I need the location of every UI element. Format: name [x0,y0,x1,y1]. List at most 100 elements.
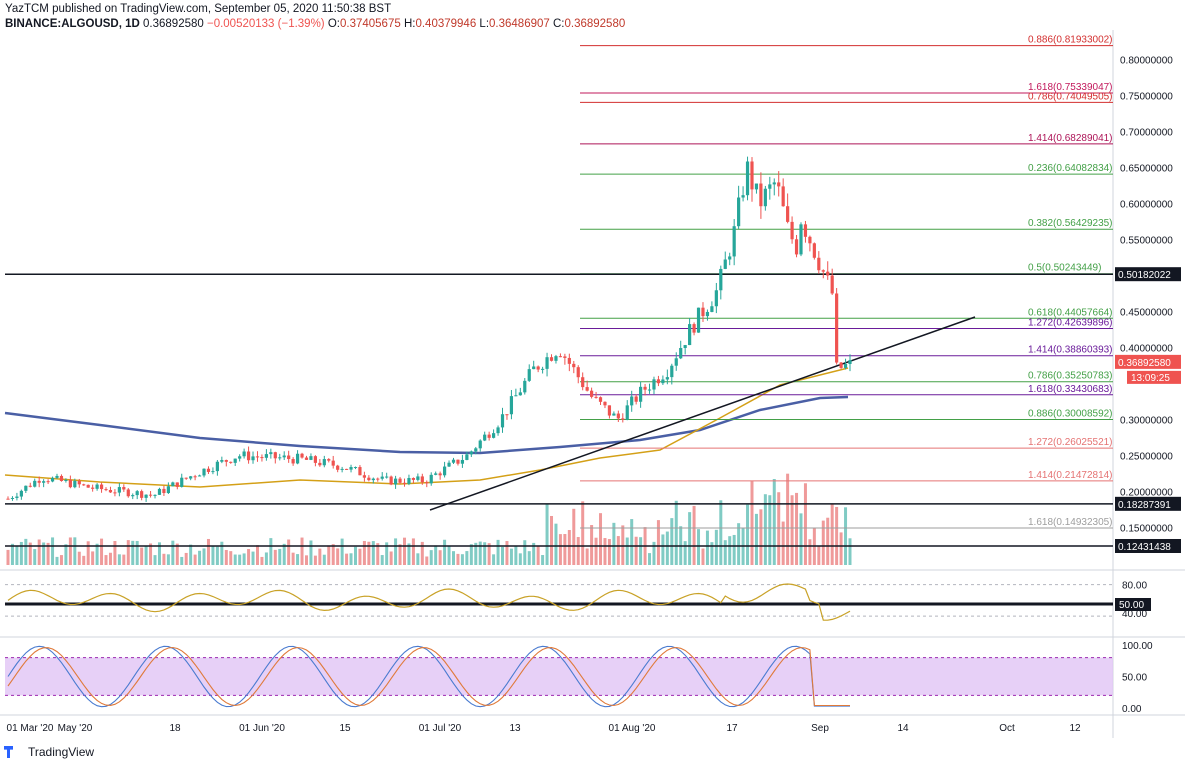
fib-level-label: 0.382(0.56429235) [1028,218,1113,229]
volume-bar [220,541,224,565]
last-price: 0.36892580 [143,18,204,30]
volume-bar [353,546,357,565]
volume-bar [407,543,411,565]
volume-bar [607,539,611,565]
volume-bar [68,537,72,565]
candle-body [447,462,451,467]
level-price-label: 0.12431438 [1118,542,1171,553]
fib-level-label: 1.618(0.33430683) [1028,384,1113,395]
candle-body [487,434,491,438]
volume-bar [51,537,55,565]
candle-body [634,396,638,402]
candle-body [353,467,358,469]
ma-long-line [4,395,849,455]
candle-body [304,457,309,460]
candle-body [532,366,536,370]
volume-bar [527,551,531,565]
volume-bar [77,551,81,565]
footer-brand: TradingView [28,745,95,759]
volume-bar [541,555,545,565]
fib-level-label: 1.618(0.14932305) [1028,517,1113,528]
volume-bar [786,473,790,565]
candle-body [723,259,727,269]
volume-bar [278,548,282,565]
volume-bar [331,544,335,565]
candle-body [336,465,340,470]
candle-body [189,476,193,479]
volume-bar [438,550,442,565]
rsi-mid-label: 50.00 [1119,600,1144,611]
volume-bar [817,546,821,565]
volume-bar [777,492,781,565]
price-tick-label: 0.75000000 [1120,92,1173,103]
volume-bar [518,553,522,565]
tradingview-logo-icon [4,746,13,758]
candle-body [754,183,759,190]
volume-bar [634,536,638,565]
volume-bar [55,556,59,565]
volume-bar [175,543,179,565]
volume-bar [117,554,121,565]
volume-bar [336,548,340,565]
volume-bar [389,551,393,565]
volume-bar [260,556,264,565]
volume-bar [599,513,603,565]
volume-bar [460,554,464,565]
candle-body [220,460,224,462]
stoch-tick-label: 100.00 [1122,641,1153,652]
volume-bar [830,504,834,565]
candle-body [781,186,785,207]
candle-body [523,380,527,393]
candle-body [665,377,669,380]
candle-body [33,480,37,487]
fib-levels [580,45,1113,529]
rsi-tick-label: 80.00 [1122,581,1147,592]
candle-body [527,369,531,381]
candle-body [843,364,848,368]
volume-bar [420,541,424,565]
volume-bar [304,555,308,565]
volume-bar [603,538,607,565]
date-tick-label: 17 [726,723,738,734]
candle-body [741,195,745,198]
volume-bar [300,537,304,565]
candle-body [264,454,268,458]
volume-bar [719,500,723,565]
candle-body [349,467,353,470]
current-price-label: 0.36892580 [1118,358,1171,369]
candle-body [95,484,99,489]
volume-bar [91,551,95,565]
volume-bar [345,553,349,565]
candle-body [670,365,674,378]
volume-bar [33,549,37,565]
volume-bar [135,540,139,565]
price-tick-label: 0.40000000 [1120,344,1173,355]
candle-body [465,454,469,460]
candle-body [402,482,407,484]
candle-body [246,451,251,461]
candle-body [144,494,148,498]
candle-body [434,473,438,475]
candle-body [73,480,77,488]
candle-body [674,358,678,366]
candle-body [598,397,603,402]
candle-body [148,494,153,496]
date-tick-label: May '20 [58,723,93,734]
fib-level-label: 0.5(0.50243449) [1028,263,1101,274]
volume-bar [496,539,500,565]
candle-body [238,456,242,459]
candles [6,156,852,502]
volume-bar [781,521,785,565]
candle-body [344,468,349,470]
price-change: −0.00520133 (−1.39%) [206,18,325,30]
fib-level-label: 1.414(0.21472814) [1028,470,1113,481]
volume-bar [24,538,28,565]
candle-body [197,475,202,477]
candle-body [429,474,433,484]
candle-body [438,473,442,476]
candle-body [567,357,571,364]
volume-bar [362,540,366,565]
candle-body [300,453,304,458]
candle-body [393,478,398,485]
